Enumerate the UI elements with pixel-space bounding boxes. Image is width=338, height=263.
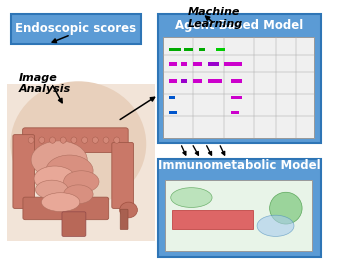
FancyBboxPatch shape bbox=[120, 209, 128, 230]
Bar bbox=[163, 37, 314, 138]
Bar bbox=[181, 79, 187, 83]
FancyBboxPatch shape bbox=[23, 128, 128, 153]
FancyBboxPatch shape bbox=[23, 197, 108, 220]
Ellipse shape bbox=[46, 155, 93, 186]
Bar bbox=[158, 159, 320, 257]
Bar bbox=[184, 48, 193, 51]
Ellipse shape bbox=[120, 202, 137, 218]
Text: Endoscopic scores: Endoscopic scores bbox=[15, 22, 136, 35]
Bar bbox=[165, 180, 312, 251]
Bar bbox=[216, 48, 225, 51]
Ellipse shape bbox=[64, 185, 93, 204]
Bar bbox=[231, 79, 242, 83]
Bar bbox=[231, 62, 242, 66]
Ellipse shape bbox=[257, 215, 294, 236]
Ellipse shape bbox=[42, 193, 80, 211]
Bar bbox=[169, 62, 177, 66]
FancyBboxPatch shape bbox=[13, 135, 34, 208]
Ellipse shape bbox=[50, 137, 55, 143]
Ellipse shape bbox=[270, 192, 302, 224]
Bar bbox=[169, 48, 181, 51]
Bar bbox=[181, 62, 187, 66]
Bar bbox=[209, 79, 222, 83]
Ellipse shape bbox=[114, 137, 120, 143]
Bar bbox=[209, 62, 219, 66]
Bar bbox=[169, 95, 175, 99]
Ellipse shape bbox=[10, 81, 146, 207]
Bar bbox=[169, 111, 177, 114]
Ellipse shape bbox=[60, 137, 66, 143]
FancyBboxPatch shape bbox=[112, 143, 134, 208]
Ellipse shape bbox=[64, 171, 99, 193]
Bar bbox=[172, 210, 254, 229]
Bar bbox=[169, 79, 177, 83]
Bar bbox=[231, 95, 242, 99]
Bar bbox=[193, 79, 202, 83]
Bar bbox=[223, 62, 233, 66]
FancyBboxPatch shape bbox=[62, 212, 86, 236]
Bar bbox=[158, 14, 320, 143]
Ellipse shape bbox=[171, 188, 212, 208]
Bar bbox=[7, 84, 155, 241]
Ellipse shape bbox=[35, 180, 68, 199]
Ellipse shape bbox=[92, 137, 98, 143]
Ellipse shape bbox=[82, 137, 88, 143]
Ellipse shape bbox=[103, 137, 109, 143]
Ellipse shape bbox=[28, 137, 34, 143]
Bar bbox=[231, 111, 239, 114]
Ellipse shape bbox=[71, 137, 77, 143]
Text: Immunometabolic Model: Immunometabolic Model bbox=[158, 159, 321, 172]
Ellipse shape bbox=[39, 137, 45, 143]
Ellipse shape bbox=[34, 166, 75, 191]
Bar bbox=[199, 48, 206, 51]
Ellipse shape bbox=[31, 141, 87, 179]
Text: Image
Analysis: Image Analysis bbox=[19, 73, 71, 94]
Text: Machine
Learning: Machine Learning bbox=[188, 7, 243, 29]
Text: Agent Based Model: Agent Based Model bbox=[175, 19, 304, 32]
Bar bbox=[11, 14, 141, 44]
Bar bbox=[193, 62, 202, 66]
